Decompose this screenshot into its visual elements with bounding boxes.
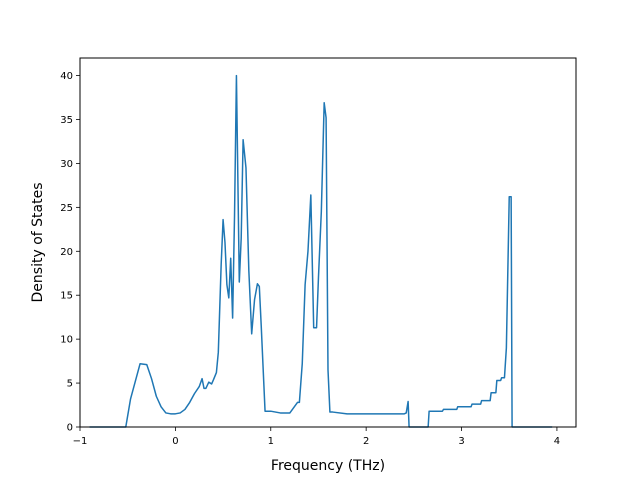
x-tick-label: 1 xyxy=(268,436,274,447)
x-tick-label: 2 xyxy=(363,436,369,447)
y-tick-label: 15 xyxy=(60,291,73,302)
x-axis-label: Frequency (THz) xyxy=(271,458,385,474)
x-tick-label: 0 xyxy=(172,436,178,447)
y-axis-label: Density of States xyxy=(30,183,46,303)
y-tick-label: 25 xyxy=(60,203,73,214)
y-tick-label: 5 xyxy=(67,379,73,390)
plot-area xyxy=(89,74,553,428)
dos-series-line xyxy=(89,74,553,428)
y-tick-label: 35 xyxy=(60,115,73,126)
x-tick-label: 4 xyxy=(554,436,560,447)
y-tick-label: 40 xyxy=(60,71,73,82)
x-tick-label: 3 xyxy=(458,436,464,447)
x-tick-label: −1 xyxy=(73,436,88,447)
y-tick-label: 20 xyxy=(60,247,73,258)
axes-frame xyxy=(79,57,577,428)
y-tick-label: 30 xyxy=(60,159,73,170)
y-tick-label: 0 xyxy=(67,423,73,434)
y-tick-label: 10 xyxy=(60,335,73,346)
